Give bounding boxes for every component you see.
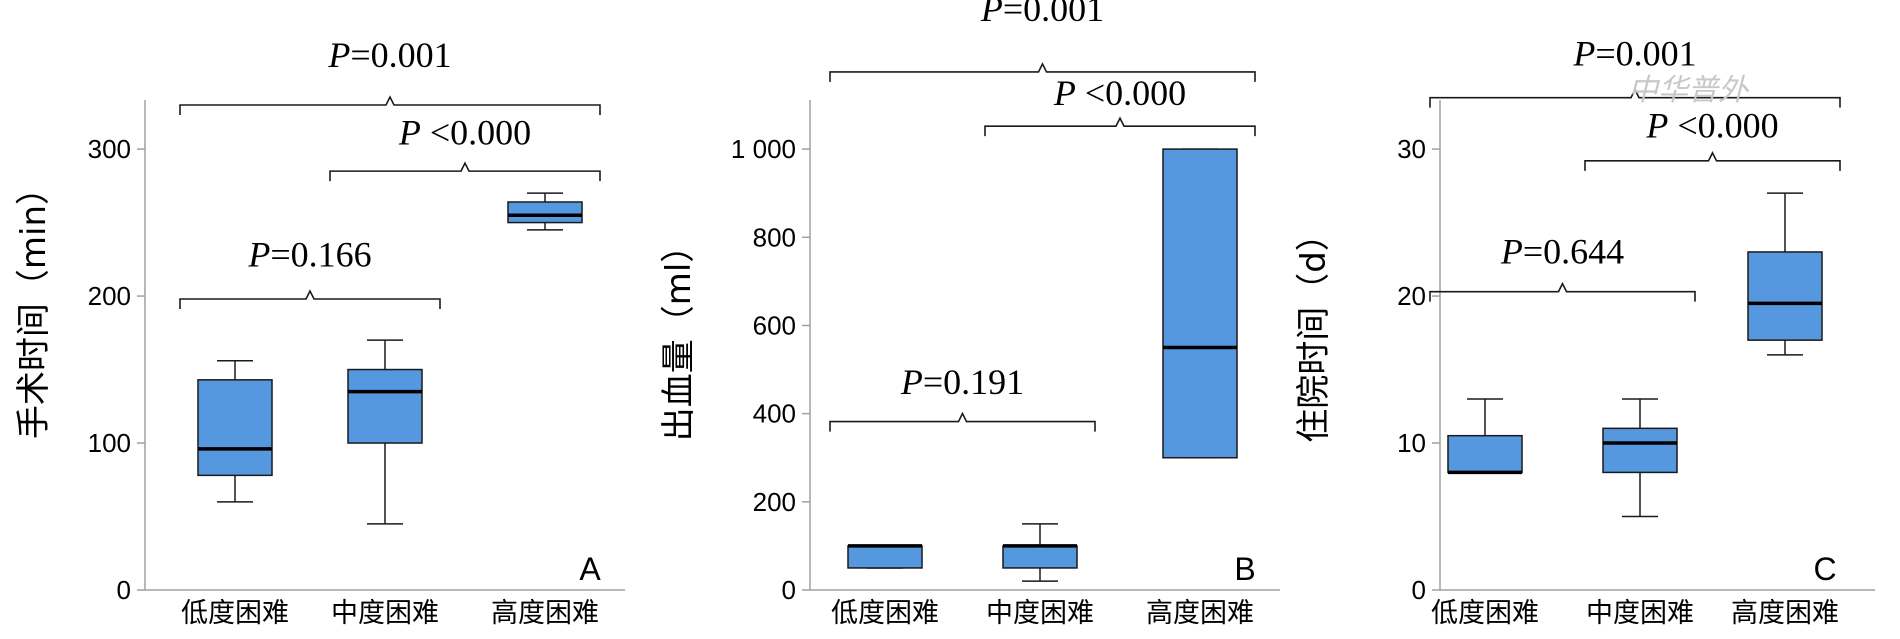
panel-letter: B [1234, 551, 1255, 587]
y-tick-label: 200 [753, 487, 796, 517]
box-1 [197, 359, 273, 503]
y-axis-label: 出血量（ml） [659, 229, 699, 442]
significance-bracket [329, 161, 601, 182]
iqr-box [1747, 251, 1823, 341]
x-category-label: 中度困难 [331, 598, 439, 629]
x-category-label: 高度困难 [1146, 598, 1254, 629]
iqr-box [507, 201, 583, 224]
significance-bracket [1584, 151, 1841, 171]
x-category-label: 低度困难 [831, 598, 939, 629]
p-value-label: P=0.001 [980, 0, 1104, 29]
box-3 [1162, 148, 1238, 459]
p-value-label: P=0.191 [900, 362, 1024, 402]
iqr-box [847, 545, 923, 569]
p-value-label: P=0.001 [1572, 33, 1696, 73]
significance-bracket [829, 62, 1256, 82]
x-category-label: 高度困难 [1731, 598, 1839, 629]
iqr-box [347, 368, 423, 444]
box-3 [507, 192, 583, 231]
panel-a: 0 100 200 300 手术时间（min） 低度困难 中度困难 高度困难 P=0.166 P … [14, 35, 625, 629]
y-tick-label: 400 [753, 399, 796, 429]
y-tick-label: 800 [753, 222, 796, 252]
y-tick-label: 200 [88, 281, 131, 311]
y-tick-label: 0 [782, 575, 796, 605]
iqr-box [197, 379, 273, 477]
iqr-box [1602, 427, 1678, 474]
iqr-box [1162, 148, 1238, 459]
iqr-box [1447, 434, 1523, 474]
p-value-label: P <0.000 [1053, 73, 1186, 113]
iqr-box [1002, 545, 1078, 569]
x-category-label: 中度困难 [1586, 598, 1694, 629]
y-tick-label: 1 000 [731, 134, 796, 164]
panel-b: 0 200 400 600 800 1 000 出血量（ml） 低度困难 中度困难 高度困难 P=0… [659, 0, 1280, 629]
y-axis-label: 手术时间（min） [14, 171, 54, 439]
significance-bracket [179, 289, 441, 309]
y-tick-label: 300 [88, 134, 131, 164]
box-1 [847, 544, 923, 569]
box-3 [1747, 192, 1823, 356]
significance-bracket [1429, 87, 1841, 108]
y-tick-label: 0 [117, 575, 131, 605]
significance-bracket [984, 116, 1256, 137]
box-2 [1002, 523, 1078, 582]
box-1 [1447, 398, 1523, 475]
box-2 [1602, 398, 1678, 518]
y-axis-label: 住院时间（d） [1294, 217, 1334, 443]
panel-c: 0 10 20 30 住院时间（d） 低度困难 中度困难 高度困难 P=0.644 P <0.00… [1294, 33, 1875, 629]
p-value-label: P=0.001 [327, 35, 451, 75]
p-value-label: P <0.000 [1645, 105, 1778, 145]
p-value-label: P <0.000 [398, 113, 531, 153]
p-value-label: P=0.644 [1500, 232, 1624, 272]
significance-bracket [179, 95, 601, 115]
p-value-label: P=0.166 [247, 235, 371, 275]
y-tick-label: 100 [88, 428, 131, 458]
box-2 [347, 339, 423, 525]
x-category-label: 高度困难 [491, 598, 599, 629]
y-tick-label: 20 [1397, 281, 1426, 311]
panel-letter: C [1813, 551, 1836, 587]
significance-bracket [1429, 281, 1696, 302]
y-tick-label: 10 [1397, 428, 1426, 458]
y-tick-label: 0 [1412, 575, 1426, 605]
x-category-label: 中度困难 [986, 598, 1094, 629]
y-tick-label: 30 [1397, 134, 1426, 164]
watermark-text: 中华普外 [1628, 73, 1750, 108]
x-category-label: 低度困难 [1431, 598, 1539, 629]
panel-letter: A [579, 551, 601, 587]
x-category-label: 低度困难 [181, 598, 289, 629]
significance-bracket [829, 411, 1096, 432]
y-tick-label: 600 [753, 310, 796, 340]
